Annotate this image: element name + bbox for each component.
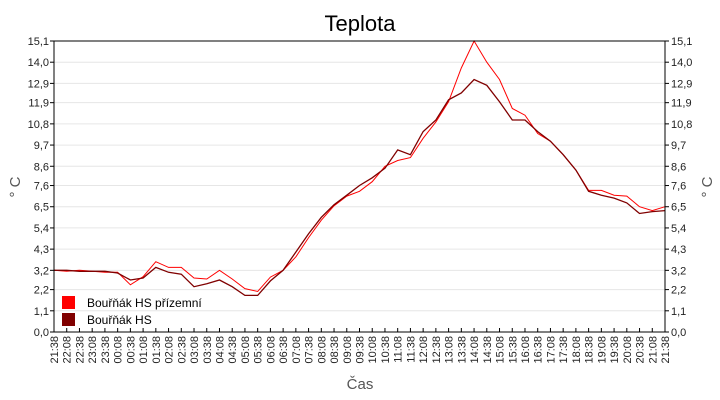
x-tick-label: 21:08 [647,336,659,364]
x-tick-label: 17:08 [545,336,557,364]
x-tick-label: 18:08 [571,336,583,364]
x-tick-label: 10:38 [380,336,392,364]
y-axis-label-left: ° C [7,176,24,197]
y-ticks-left: 0,0 1,1 2,2 3,2 4,3 5,4 6,5 7,6 8,6 9,7 10,8 11,9 12… [28,36,54,339]
y-tick-label: 7,6 [34,181,49,193]
x-tick-label: 13:08 [444,336,456,364]
y-tick-label: 2,2 [671,285,686,297]
y-tick-label: 11,9 [671,98,692,110]
x-tick-label: 05:08 [240,336,252,364]
x-tick-label: 07:38 [304,336,316,364]
series-lines [53,39,666,297]
legend-label-0: Bouřňák HS přízemní [87,296,202,310]
x-tick-label: 02:08 [164,336,176,364]
x-tick-label: 16:08 [520,336,532,364]
y-tick-label: 15,1 [671,36,692,48]
x-tick-label: 19:08 [596,336,608,364]
y-tick-label: 3,2 [671,265,686,277]
plot-frame [53,40,666,333]
x-tick-label: 18:38 [584,336,596,364]
x-tick-label: 12:08 [418,336,430,364]
x-tick-label: 15:38 [507,336,519,364]
y-tick-label: 6,5 [34,202,49,214]
x-tick-label: 21:38 [660,336,672,364]
x-tick-label: 07:08 [291,336,303,364]
y-tick-label: 8,6 [671,161,686,173]
x-tick-label: 23:08 [87,336,99,364]
y-tick-label: 3,2 [34,265,49,277]
gridlines [54,61,665,312]
x-tick-label: 23:38 [100,336,112,364]
x-tick-label: 16:38 [533,336,545,364]
y-tick-label: 1,1 [671,306,686,318]
x-tick-label: 00:38 [125,336,137,364]
y-tick-label: 10,8 [671,119,692,131]
x-tick-label: 19:38 [609,336,621,364]
y-tick-label: 0,0 [671,327,686,339]
y-tick-label: 12,9 [28,78,49,90]
y-tick-label: 14,0 [28,57,49,69]
x-tick-label: 15:08 [495,336,507,364]
y-tick-label: 12,9 [671,78,692,90]
legend-swatch-0 [62,296,75,309]
x-tick-label: 20:38 [635,336,647,364]
x-tick-label: 13:38 [456,336,468,364]
x-tick-label: 06:38 [278,336,290,364]
x-tick-label: 20:08 [622,336,634,364]
x-tick-label: 11:38 [405,336,417,363]
x-tick-label: 14:38 [482,336,494,364]
y-tick-label: 10,8 [28,119,49,131]
x-tick-label: 02:38 [176,336,188,364]
y-tick-label: 11,9 [28,98,49,110]
chart-title: Teplota [325,11,397,36]
x-tick-label: 03:38 [202,336,214,364]
y-tick-label: 2,2 [34,285,49,297]
x-tick-label: 12:38 [431,336,443,364]
y-tick-label: 6,5 [671,202,686,214]
y-tick-label: 5,4 [34,223,49,235]
x-tick-label: 22:08 [62,336,74,364]
y-tick-label: 5,4 [671,223,686,235]
y-tick-label: 1,1 [34,306,49,318]
y-tick-label: 9,7 [671,140,686,152]
series-line-1 [54,78,666,297]
x-tick-label: 04:08 [214,336,226,364]
legend-label-1: Bouřňák HS [87,313,152,327]
x-tick-label: 01:08 [138,336,150,364]
legend: Bouřňák HS přízemní Bouřňák HS [62,296,202,327]
y-axis-label-right: ° C [699,176,716,197]
x-ticks: 21:38 22:08 22:38 23:08 23:38 00:08 00:38 01:08… [49,328,672,364]
x-tick-label: 08:08 [316,336,328,364]
x-tick-label: 10:08 [367,336,379,364]
x-tick-label: 09:38 [355,336,367,364]
x-tick-label: 11:08 [393,336,405,363]
x-tick-label: 04:38 [227,336,239,364]
x-tick-label: 21:38 [49,336,61,364]
y-tick-label: 14,0 [671,57,692,69]
y-tick-label: 9,7 [34,140,49,152]
y-tick-label: 4,3 [671,244,686,256]
legend-swatch-1 [62,313,75,326]
y-ticks-right: 0,0 1,1 2,2 3,2 4,3 5,4 6,5 7,6 8,6 9,7 10,8 11,9 12… [665,36,692,339]
x-tick-label: 06:08 [265,336,277,364]
x-tick-label: 14:08 [469,336,481,364]
x-tick-label: 00:08 [113,336,125,364]
y-tick-label: 0,0 [34,327,49,339]
x-axis-label: Čas [347,376,374,393]
y-tick-label: 7,6 [671,181,686,193]
x-tick-label: 01:38 [151,336,163,364]
x-tick-label: 17:38 [558,336,570,364]
x-tick-label: 22:38 [74,336,86,364]
y-tick-label: 4,3 [34,244,49,256]
y-tick-label: 15,1 [28,36,49,48]
x-tick-label: 03:08 [189,336,201,364]
y-tick-label: 8,6 [34,161,49,173]
x-tick-label: 08:38 [329,336,341,364]
x-tick-label: 09:08 [342,336,354,364]
x-tick-label: 05:38 [253,336,265,364]
